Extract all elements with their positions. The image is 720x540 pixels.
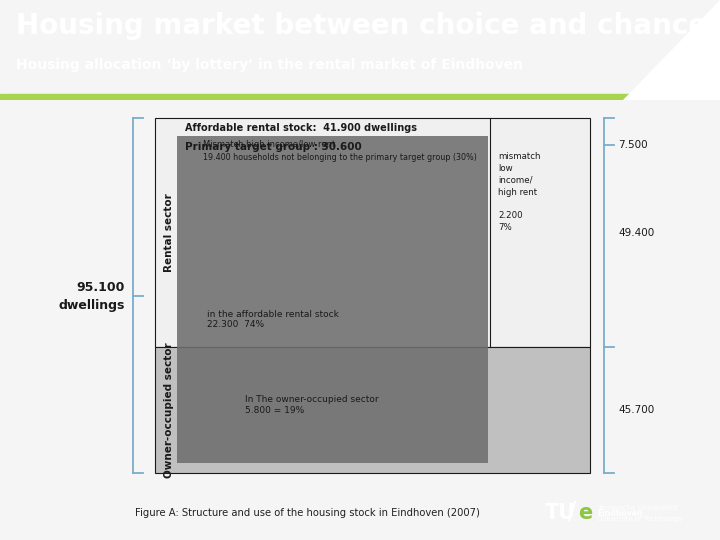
Text: Housing market between choice and chance: Housing market between choice and chance bbox=[16, 12, 707, 40]
Text: Mismatch high income/low rent: Mismatch high income/low rent bbox=[203, 140, 336, 149]
Text: e: e bbox=[578, 503, 593, 523]
Text: Eindhoven: Eindhoven bbox=[597, 509, 642, 518]
Text: University of Technology: University of Technology bbox=[597, 516, 683, 522]
Bar bbox=[177, 136, 488, 463]
Text: Technische Universiteit: Technische Universiteit bbox=[597, 505, 678, 511]
Bar bbox=[155, 118, 590, 347]
Text: 45.700: 45.700 bbox=[618, 406, 654, 415]
Text: TU: TU bbox=[545, 503, 576, 523]
Text: Primary target group : 30.600: Primary target group : 30.600 bbox=[185, 142, 361, 152]
Text: Affordable rental stock:  41.900 dwellings: Affordable rental stock: 41.900 dwelling… bbox=[185, 123, 417, 133]
Text: dwellings: dwellings bbox=[58, 299, 125, 312]
Text: Rental sector: Rental sector bbox=[164, 193, 174, 272]
Text: 19.400 households not belonging to the primary target group (30%): 19.400 households not belonging to the p… bbox=[203, 153, 477, 162]
Text: mismatch
low
income/
high rent

2.200
7%: mismatch low income/ high rent 2.200 7% bbox=[498, 152, 541, 232]
Bar bbox=[0, 94, 720, 100]
Bar bbox=[155, 347, 590, 474]
Text: Figure A: Structure and use of the housing stock in Eindhoven (2007): Figure A: Structure and use of the housi… bbox=[135, 508, 480, 518]
Text: Owner-occupied sector: Owner-occupied sector bbox=[164, 342, 174, 478]
Text: 49.400: 49.400 bbox=[618, 227, 654, 238]
Text: Housing allocation ‘by lottery’ in the rental market of Eindhoven: Housing allocation ‘by lottery’ in the r… bbox=[16, 58, 523, 72]
Text: 7.500: 7.500 bbox=[618, 140, 647, 151]
Text: 95.100: 95.100 bbox=[76, 281, 125, 294]
Text: /: / bbox=[568, 500, 577, 523]
Text: In The owner-occupied sector
5.800 = 19%: In The owner-occupied sector 5.800 = 19% bbox=[245, 395, 379, 415]
Polygon shape bbox=[623, 0, 720, 100]
Text: in the affordable rental stock
22.300  74%: in the affordable rental stock 22.300 74… bbox=[207, 310, 339, 329]
